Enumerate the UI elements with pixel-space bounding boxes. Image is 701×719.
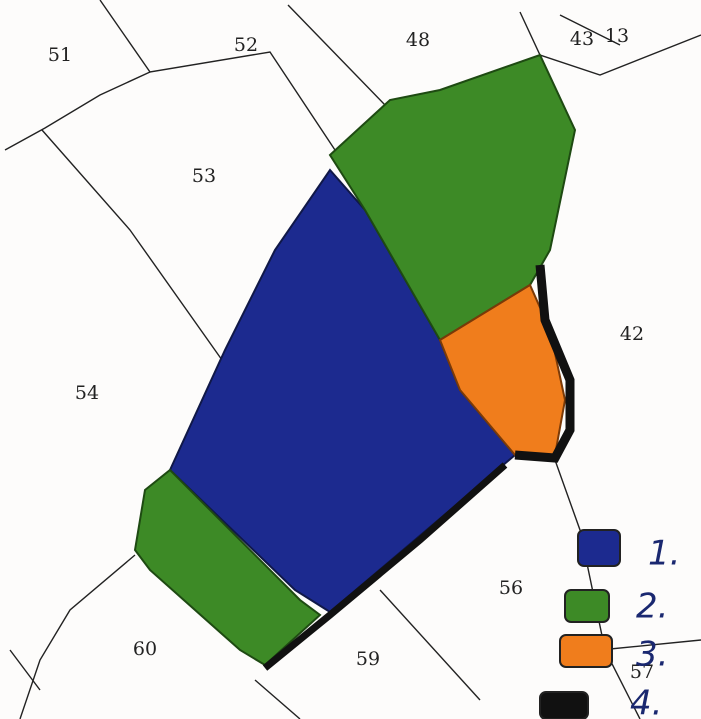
parcel-label: 56 xyxy=(499,577,523,599)
parcel-label: 42 xyxy=(620,323,644,345)
parcel-label: 59 xyxy=(356,648,380,670)
parcel-label: 51 xyxy=(48,44,72,66)
colored-zones xyxy=(133,53,577,671)
parcel-label: 60 xyxy=(133,638,157,660)
legend-swatch xyxy=(539,691,589,719)
legend-label: 3. xyxy=(636,635,668,675)
legend-swatch xyxy=(564,589,610,623)
zone-orange xyxy=(438,283,567,456)
parcel-label: 48 xyxy=(406,29,430,51)
legend-swatch xyxy=(577,529,621,567)
parcel-lines xyxy=(4,0,701,719)
parcel-label: 57 xyxy=(630,661,654,683)
zone-black-edge xyxy=(514,264,575,463)
legend-label: 1. xyxy=(648,534,680,574)
zone-black-edge xyxy=(262,462,508,671)
legend-swatch xyxy=(559,634,613,668)
zone-green-top xyxy=(328,53,577,342)
legend-label: 4. xyxy=(630,684,662,719)
parcel-label: 52 xyxy=(234,34,258,56)
parcel-label: 54 xyxy=(75,382,99,404)
parcel-label: 43 xyxy=(570,28,594,50)
legend-label: 2. xyxy=(636,587,668,627)
parcel-label: 13 xyxy=(605,25,629,47)
parcel-label: 53 xyxy=(192,165,216,187)
